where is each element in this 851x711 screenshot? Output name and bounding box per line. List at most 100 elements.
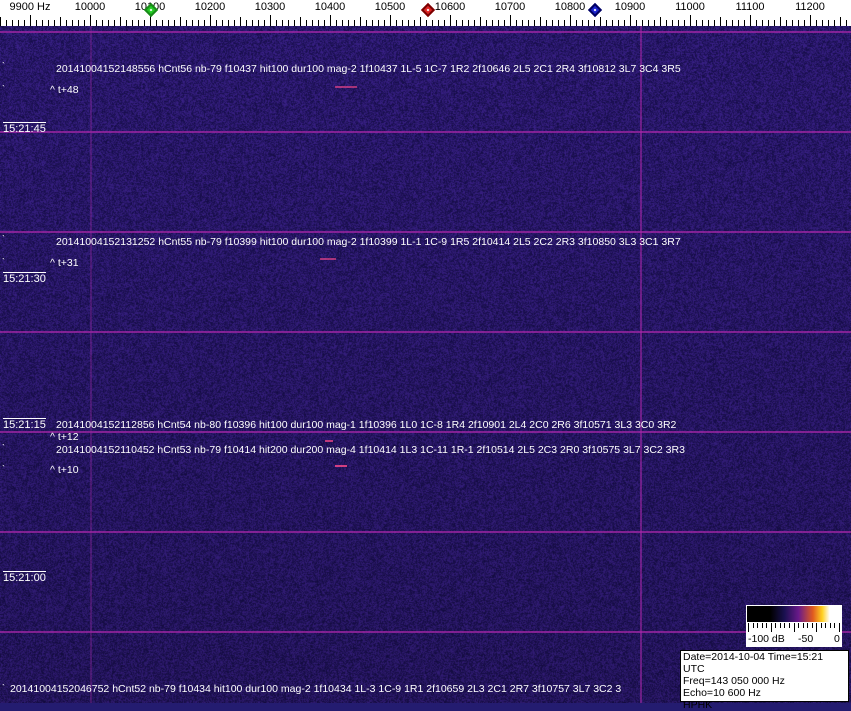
grid-line (0, 531, 851, 533)
axis-tick (474, 20, 475, 26)
scale-tick (784, 623, 785, 628)
axis-tick (492, 20, 493, 26)
axis-tick (762, 20, 763, 26)
axis-tick (276, 20, 277, 26)
scale-tick (789, 623, 790, 628)
frequency-axis[interactable]: 9900 Hz 10000101001020010300104001050010… (0, 0, 851, 26)
scale-tick (821, 623, 822, 628)
axis-tick (18, 20, 19, 26)
axis-tick (726, 20, 727, 26)
axis-tick (222, 20, 223, 26)
axis-tick (336, 20, 337, 26)
axis-tick (252, 20, 253, 26)
axis-tick (510, 15, 511, 26)
freq-label: 10300 (255, 1, 286, 13)
scale-tick (762, 623, 763, 628)
meteor-echo (335, 86, 357, 88)
axis-tick (594, 20, 595, 26)
axis-tick (414, 20, 415, 26)
axis-tick (714, 20, 715, 26)
axis-tick (330, 15, 331, 26)
axis-tick (198, 20, 199, 26)
grid-line (0, 431, 851, 433)
meteor-echo (325, 440, 333, 442)
axis-tick (288, 20, 289, 26)
color-gradient (747, 606, 841, 622)
axis-tick (432, 20, 433, 26)
axis-tick (546, 20, 547, 26)
axis-tick (660, 17, 661, 26)
axis-tick (636, 20, 637, 26)
spectrogram-waterfall (0, 26, 851, 703)
scale-tick (830, 623, 831, 628)
axis-tick (600, 17, 601, 26)
axis-tick (438, 20, 439, 26)
axis-tick (732, 20, 733, 26)
axis-tick (42, 20, 43, 26)
axis-tick (72, 20, 73, 26)
axis-tick (84, 20, 85, 26)
axis-tick (654, 20, 655, 26)
grid-line (0, 231, 851, 233)
axis-tick (420, 17, 421, 26)
axis-tick (48, 20, 49, 26)
freq-label: 11000 (675, 1, 705, 13)
axis-tick (378, 20, 379, 26)
red-marker-icon[interactable] (421, 3, 435, 17)
axis-tick (798, 20, 799, 26)
axis-tick (678, 20, 679, 26)
axis-tick (366, 20, 367, 26)
freq-grid-line (90, 26, 92, 703)
time-label: 15:21:30 (3, 272, 46, 285)
axis-tick (12, 20, 13, 26)
event-mark: ` (2, 258, 5, 267)
freq-label: 10500 (375, 1, 406, 13)
axis-tick (120, 17, 121, 26)
grid-line (0, 331, 851, 333)
axis-tick (390, 15, 391, 26)
scale-tick (839, 623, 840, 632)
axis-tick (246, 20, 247, 26)
axis-tick (174, 20, 175, 26)
axis-tick (444, 20, 445, 26)
axis-tick (192, 20, 193, 26)
axis-tick (822, 20, 823, 26)
axis-tick (504, 20, 505, 26)
scale-tick (798, 623, 799, 628)
axis-tick (180, 17, 181, 26)
freq-label: 10600 (435, 1, 466, 13)
axis-tick (462, 20, 463, 26)
axis-tick (144, 20, 145, 26)
axis-tick (702, 20, 703, 26)
scale-tick (757, 623, 758, 628)
event-mark: ` (2, 444, 5, 453)
axis-tick (606, 20, 607, 26)
axis-tick (552, 20, 553, 26)
axis-tick (480, 17, 481, 26)
freq-label: 10400 (315, 1, 346, 13)
freq-label: 10800 (555, 1, 586, 13)
axis-tick (204, 20, 205, 26)
scale-tick (803, 623, 804, 628)
axis-tick (240, 17, 241, 26)
axis-tick (834, 20, 835, 26)
scale-tick (816, 623, 817, 632)
axis-tick (516, 20, 517, 26)
axis-tick (846, 20, 847, 26)
axis-tick (426, 20, 427, 26)
axis-tick (264, 20, 265, 26)
time-label: 15:21:45 (3, 122, 46, 135)
grid-line (0, 131, 851, 133)
axis-tick (630, 15, 631, 26)
blue-marker-icon[interactable] (588, 3, 602, 17)
scale-tick (775, 623, 776, 628)
axis-tick (96, 20, 97, 26)
axis-tick (6, 20, 7, 26)
axis-tick (66, 20, 67, 26)
freq-grid-line (640, 26, 642, 703)
axis-tick (318, 20, 319, 26)
event-offset: ^ t+12 (50, 432, 79, 443)
axis-tick (468, 20, 469, 26)
event-mark: ` (2, 465, 5, 474)
grid-line (0, 631, 851, 633)
